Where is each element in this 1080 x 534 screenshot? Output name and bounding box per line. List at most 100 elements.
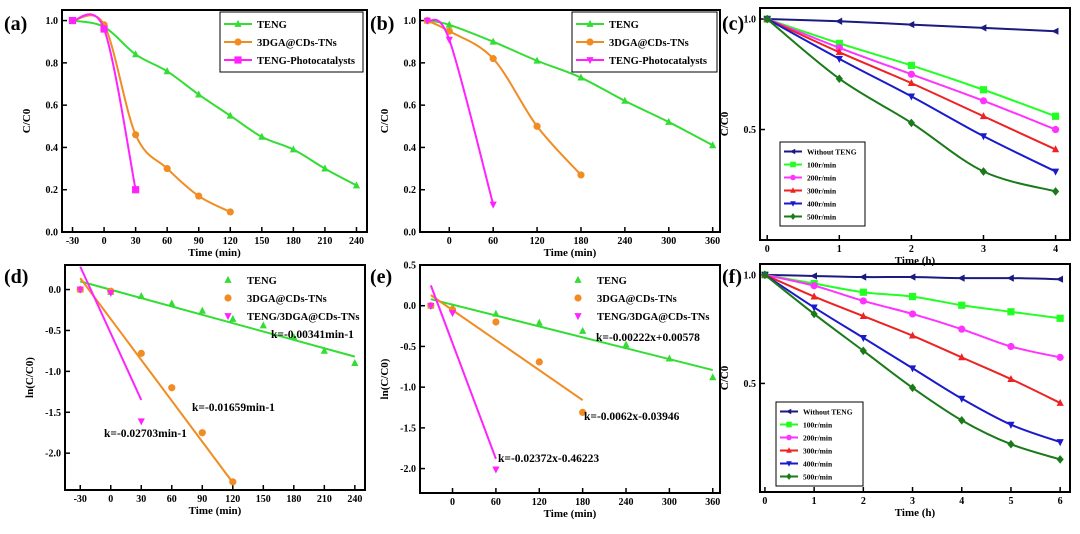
data-point: [979, 112, 988, 120]
y-tick-label: 0.0: [404, 228, 417, 239]
y-tick-label: 1.0: [404, 16, 417, 27]
panel-label: (b): [370, 13, 394, 35]
data-point: [835, 48, 843, 56]
legend-marker: [790, 174, 796, 181]
data-point: [958, 416, 966, 425]
y-tick-label: 0.5: [744, 125, 757, 136]
x-tick-label: 4: [1053, 244, 1058, 255]
data-point: [958, 353, 966, 361]
data-point: [979, 24, 987, 32]
data-point: [132, 131, 140, 139]
series-6: [761, 270, 1064, 464]
data-point: [907, 70, 915, 78]
y-tick-label: 0.5: [404, 261, 417, 272]
fit-annotation: k=-0.02703min-1: [104, 428, 187, 440]
legend-label: 400r/min: [807, 200, 837, 209]
legend-label: 3DGA@CDs-TNs: [609, 38, 689, 49]
x-tick-label: 0: [450, 497, 455, 508]
data-point: [198, 429, 206, 437]
x-axis-label: Time (h): [895, 255, 936, 267]
legend-label: 100r/min: [807, 161, 837, 170]
chart-panel-1: (a) -30 0 30 60 90 120 150 180 210 240 0.0 0.2 0.4 0.6…: [4, 9, 368, 259]
data-point: [1007, 342, 1015, 351]
data-point: [907, 78, 915, 87]
y-tick-label: 0.6: [46, 101, 59, 112]
x-tick-label: 0: [447, 236, 452, 247]
legend-label: 3DGA@CDs-TNs: [247, 294, 327, 305]
data-point: [68, 16, 77, 25]
series-line: [427, 19, 714, 147]
data-point: [289, 145, 297, 153]
data-point: [979, 167, 988, 176]
legend-marker: [790, 213, 796, 220]
x-tick-label: 150: [254, 236, 269, 247]
series-line: [426, 18, 495, 205]
legend: Without TENG 100r/min 200r/min 300r/min 400r…: [775, 401, 864, 487]
series-3: [427, 285, 500, 474]
legend: Without TENG 100r/min 200r/min 300r/min 400r…: [779, 141, 866, 227]
x-axis-label: Time (min): [189, 505, 242, 517]
y-tick-label: -1.0: [45, 367, 61, 378]
data-point: [979, 97, 988, 105]
data-point: [835, 17, 843, 25]
x-tick-label: 2: [861, 496, 866, 507]
x-tick-label: 90: [194, 236, 204, 247]
x-tick-label: 240: [349, 236, 364, 247]
data-point: [859, 297, 867, 305]
data-point: [1056, 398, 1064, 406]
legend-marker: [786, 461, 792, 467]
data-point: [1051, 112, 1060, 120]
y-tick-label: -1.5: [400, 423, 416, 434]
x-tick-label: 4: [959, 496, 964, 507]
fit-line: [79, 277, 234, 484]
legend-label: 3DGA@CDs-TNs: [257, 38, 337, 49]
x-tick-label: 60: [488, 236, 498, 247]
chart-panel-6: (f) 0 1 2 3 4 5 6 0.5 1.0 Time (h) C/C0 Without TENG…: [719, 263, 1071, 519]
chart-panel-4: (d) -30 0 30 60 90 120 150 180 210 240 0.0 -0.5 -1.0 -…: [4, 264, 366, 517]
y-tick-label: -1.5: [45, 408, 61, 419]
y-tick-label: 0.4: [46, 143, 59, 154]
data-point: [908, 273, 916, 281]
legend-frame: [775, 401, 864, 487]
x-tick-label: 300: [661, 236, 676, 247]
data-point: [533, 122, 541, 130]
y-tick-label: 0.8: [46, 58, 59, 69]
panel-label: (f): [722, 266, 742, 288]
y-tick-label: 0.2: [46, 185, 59, 196]
data-point: [908, 310, 917, 318]
data-point: [859, 288, 867, 296]
data-point: [168, 299, 176, 307]
data-point: [835, 39, 843, 47]
fit-annotation: k=-0.01659min-1: [192, 402, 275, 414]
x-tick-label: -30: [66, 236, 79, 247]
data-point: [859, 346, 867, 356]
y-axis-label: C/C0: [379, 108, 391, 133]
data-point: [195, 90, 203, 98]
chart-panel-3: (c) 0 1 2 3 4 0.5 1.0 Time (h) C/C0 Without TENG 10…: [719, 7, 1071, 267]
data-point: [226, 111, 234, 119]
data-point: [1006, 274, 1014, 282]
legend-marker: [574, 313, 582, 321]
x-tick-label: 0: [102, 236, 107, 247]
data-point: [859, 273, 867, 281]
data-point: [489, 37, 497, 45]
x-tick-label: 30: [136, 494, 146, 505]
x-tick-label: -30: [74, 494, 87, 505]
data-point: [489, 201, 497, 209]
legend-marker: [789, 148, 796, 155]
x-tick-label: 3: [910, 496, 915, 507]
x-tick-label: 60: [491, 497, 501, 508]
data-point: [445, 20, 453, 28]
data-point: [1007, 439, 1015, 449]
legend-marker: [786, 473, 792, 480]
y-axis-label: ln(C/C0): [24, 357, 36, 398]
data-point: [427, 302, 435, 310]
y-tick-label: -0.5: [400, 342, 416, 353]
data-point: [908, 383, 917, 393]
data-point: [1007, 421, 1015, 429]
data-point: [352, 181, 361, 189]
x-tick-label: 360: [705, 497, 720, 508]
data-point: [908, 331, 917, 339]
legend-marker: [234, 38, 242, 46]
